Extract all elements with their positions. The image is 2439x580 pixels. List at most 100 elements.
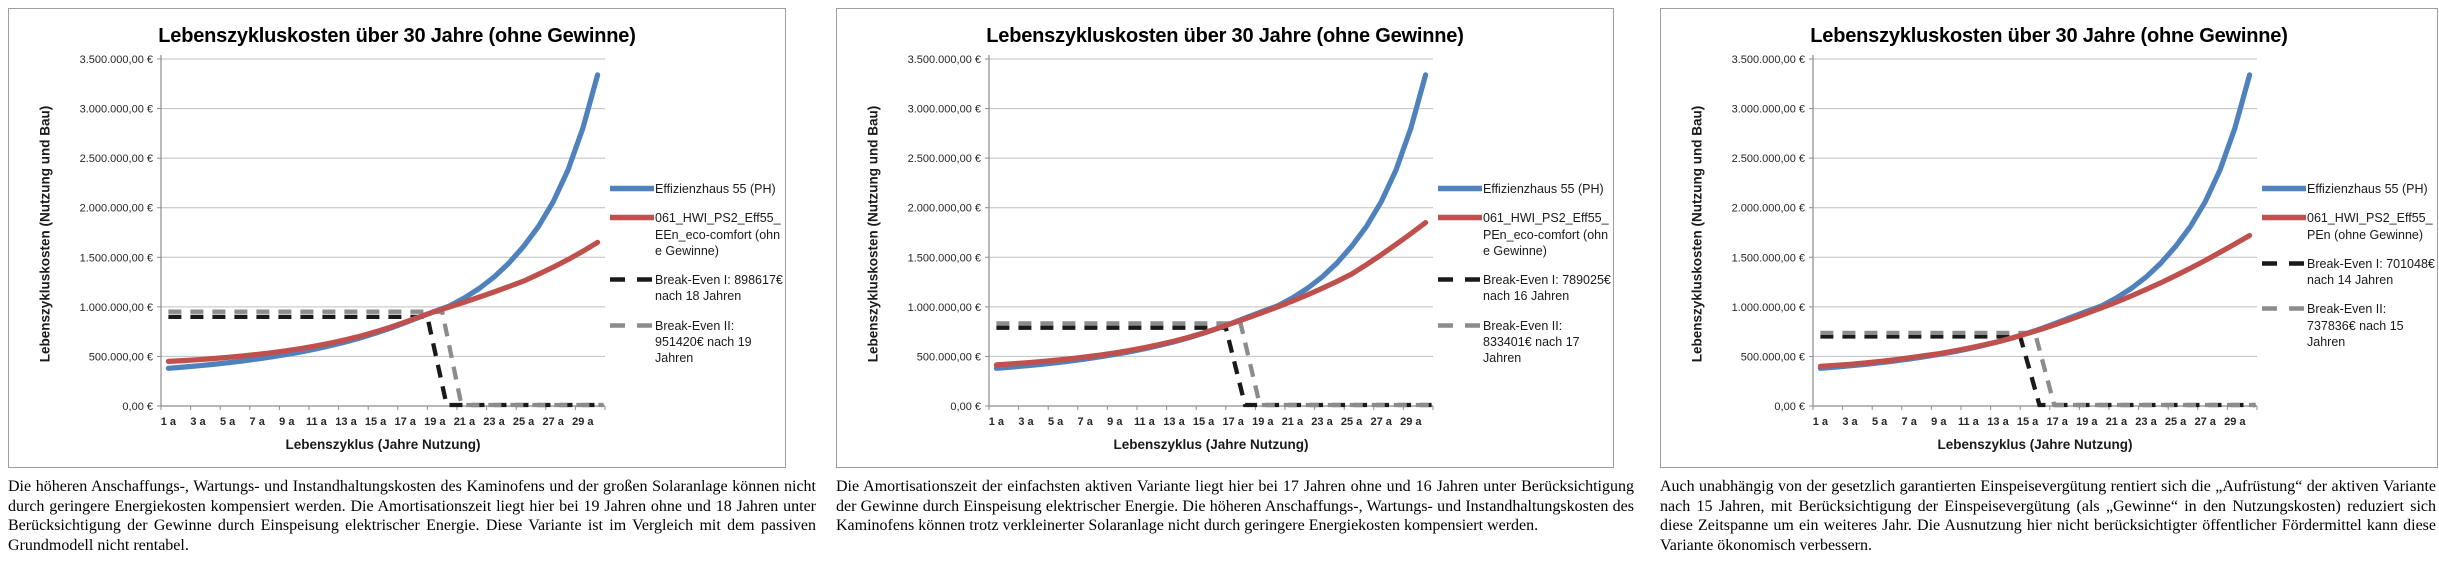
legend-label: Break-Even I: 898617€ nach 18 Jahren [655, 273, 783, 304]
svg-text:3.500.000,00 €: 3.500.000,00 € [80, 54, 153, 66]
svg-text:2.000.000,00 €: 2.000.000,00 € [908, 203, 981, 215]
x-axis-title: Lebenszyklus (Jahre Nutzung) [285, 437, 481, 452]
svg-text:9 a: 9 a [1107, 416, 1123, 428]
svg-text:5 a: 5 a [220, 416, 236, 428]
legend-item: 061_HWI_PS2_Eff55_PEn (ohne Gewinne) [2261, 210, 2435, 243]
svg-text:2.500.000,00 €: 2.500.000,00 € [80, 153, 153, 165]
chart-panel: Lebenszykluskosten über 30 Jahre (ohne G… [1660, 8, 2438, 468]
svg-text:0,00 €: 0,00 € [1774, 401, 1805, 413]
chart-title: Lebenszykluskosten über 30 Jahre (ohne G… [1810, 25, 2288, 47]
svg-text:5 a: 5 a [1872, 416, 1888, 428]
chart-title: Lebenszykluskosten über 30 Jahre (ohne G… [986, 25, 1464, 47]
svg-text:500.000,00 €: 500.000,00 € [1741, 351, 1805, 363]
legend-label: Break-Even I: 789025€ nach 16 Jahren [1483, 273, 1611, 304]
plot-svg: 0,00 € 500.000,00 € 1.000.000,00 € 1.500.00… [1732, 54, 2258, 428]
legend-item: Break-Even I: 789025€ nach 16 Jahren [1437, 272, 1611, 305]
svg-text:27 a: 27 a [542, 416, 564, 428]
svg-text:11 a: 11 a [1958, 416, 1980, 428]
svg-text:13 a: 13 a [1163, 416, 1185, 428]
svg-text:1.500.000,00 €: 1.500.000,00 € [80, 252, 153, 264]
svg-text:23 a: 23 a [483, 416, 505, 428]
legend-label: Break-Even II: 737836€ nach 15 Jahren [2307, 302, 2404, 349]
svg-text:3.000.000,00 €: 3.000.000,00 € [80, 104, 153, 116]
caption: Die höheren Anschaffungs-, Wartungs- und… [8, 478, 816, 554]
dashed-line-swatch-icon [1438, 277, 1482, 282]
svg-text:25 a: 25 a [1341, 416, 1363, 428]
svg-text:29 a: 29 a [2224, 416, 2246, 428]
svg-text:3 a: 3 a [1018, 416, 1034, 428]
svg-text:9 a: 9 a [1931, 416, 1947, 428]
plot-svg: 0,00 € 500.000,00 € 1.000.000,00 € 1.500.00… [908, 54, 1434, 428]
svg-text:11 a: 11 a [306, 416, 328, 428]
legend-item: Effizienzhaus 55 (PH) [1437, 181, 1611, 197]
svg-text:7 a: 7 a [250, 416, 266, 428]
svg-text:5 a: 5 a [1048, 416, 1064, 428]
svg-text:19 a: 19 a [424, 416, 446, 428]
legend-item: Effizienzhaus 55 (PH) [2261, 181, 2435, 197]
svg-text:17 a: 17 a [394, 416, 416, 428]
dashed-line-swatch-icon [2262, 261, 2306, 266]
svg-text:2.500.000,00 €: 2.500.000,00 € [1732, 153, 1805, 165]
svg-text:1 a: 1 a [989, 416, 1005, 428]
chart-title: Lebenszykluskosten über 30 Jahre (ohne G… [158, 25, 636, 47]
svg-text:1.500.000,00 €: 1.500.000,00 € [908, 252, 981, 264]
legend-label: Break-Even II: 951420€ nach 19 Jahren [655, 318, 752, 366]
legend-label: Effizienzhaus 55 (PH) [2307, 182, 2428, 196]
svg-text:15 a: 15 a [365, 416, 387, 428]
svg-text:0,00 €: 0,00 € [950, 401, 981, 413]
svg-text:2.500.000,00 €: 2.500.000,00 € [908, 153, 981, 165]
x-axis-title: Lebenszyklus (Jahre Nutzung) [1113, 437, 1309, 452]
svg-text:11 a: 11 a [1134, 416, 1156, 428]
svg-text:3 a: 3 a [1842, 416, 1858, 428]
svg-text:29 a: 29 a [1400, 416, 1422, 428]
svg-text:3.500.000,00 €: 3.500.000,00 € [1732, 54, 1805, 66]
svg-text:21 a: 21 a [454, 416, 476, 428]
svg-text:25 a: 25 a [2165, 416, 2187, 428]
legend-label: Effizienzhaus 55 (PH) [1483, 182, 1604, 196]
svg-text:1 a: 1 a [1813, 416, 1829, 428]
caption: Die Amortisationszeit der einfachsten ak… [836, 478, 1634, 535]
dashed-line-swatch-icon [610, 277, 654, 282]
legend-label: Break-Even I: 701048€ nach 14 Jahren [2307, 256, 2435, 287]
svg-text:500.000,00 €: 500.000,00 € [917, 351, 981, 363]
svg-text:2.000.000,00 €: 2.000.000,00 € [80, 203, 153, 215]
dashed-line-swatch-icon [1438, 322, 1482, 328]
svg-text:3.500.000,00 €: 3.500.000,00 € [908, 54, 981, 66]
legend: Effizienzhaus 55 (PH) 061_HWI_PS2_Eff55_… [609, 181, 783, 366]
svg-text:19 a: 19 a [2076, 416, 2098, 428]
line-swatch-icon [1438, 185, 1482, 192]
svg-text:1 a: 1 a [161, 416, 177, 428]
legend-item: 061_HWI_PS2_Eff55_PEn_eco-comfort (ohne … [1437, 210, 1611, 259]
svg-text:1.000.000,00 €: 1.000.000,00 € [80, 302, 153, 314]
svg-text:7 a: 7 a [1078, 416, 1094, 428]
legend-item: Effizienzhaus 55 (PH) [609, 181, 783, 197]
line-swatch-icon [2262, 215, 2306, 221]
legend-label: Effizienzhaus 55 (PH) [655, 182, 776, 196]
svg-text:3.000.000,00 €: 3.000.000,00 € [908, 104, 981, 116]
legend-item: 061_HWI_PS2_Eff55_EEn_eco-comfort (ohne … [609, 210, 783, 259]
svg-text:1.500.000,00 €: 1.500.000,00 € [1732, 252, 1805, 264]
svg-text:13 a: 13 a [335, 416, 357, 428]
svg-text:15 a: 15 a [2017, 416, 2039, 428]
svg-text:23 a: 23 a [2135, 416, 2157, 428]
line-swatch-icon [1438, 215, 1482, 221]
plot-svg: 0,00 € 500.000,00 € 1.000.000,00 € 1.500.00… [80, 54, 606, 428]
svg-text:23 a: 23 a [1311, 416, 1333, 428]
svg-text:3 a: 3 a [190, 416, 206, 428]
svg-text:0,00 €: 0,00 € [122, 401, 153, 413]
legend-item: Break-Even I: 701048€ nach 14 Jahren [2261, 256, 2435, 289]
svg-text:9 a: 9 a [279, 416, 295, 428]
legend-label: 061_HWI_PS2_Eff55_PEn_eco-comfort (ohne … [1483, 211, 1609, 258]
dashed-line-swatch-icon [610, 322, 654, 328]
legend-label: Break-Even II: 833401€ nach 17 Jahren [1483, 318, 1580, 366]
svg-text:21 a: 21 a [1282, 416, 1304, 428]
svg-text:3.000.000,00 €: 3.000.000,00 € [1732, 104, 1805, 116]
svg-text:29 a: 29 a [572, 416, 594, 428]
svg-text:21 a: 21 a [2106, 416, 2128, 428]
line-swatch-icon [2262, 185, 2306, 192]
svg-text:1.000.000,00 €: 1.000.000,00 € [1732, 302, 1805, 314]
legend-item: Break-Even I: 898617€ nach 18 Jahren [609, 272, 783, 305]
svg-text:1.000.000,00 €: 1.000.000,00 € [908, 302, 981, 314]
x-axis-title: Lebenszyklus (Jahre Nutzung) [1937, 437, 2133, 452]
